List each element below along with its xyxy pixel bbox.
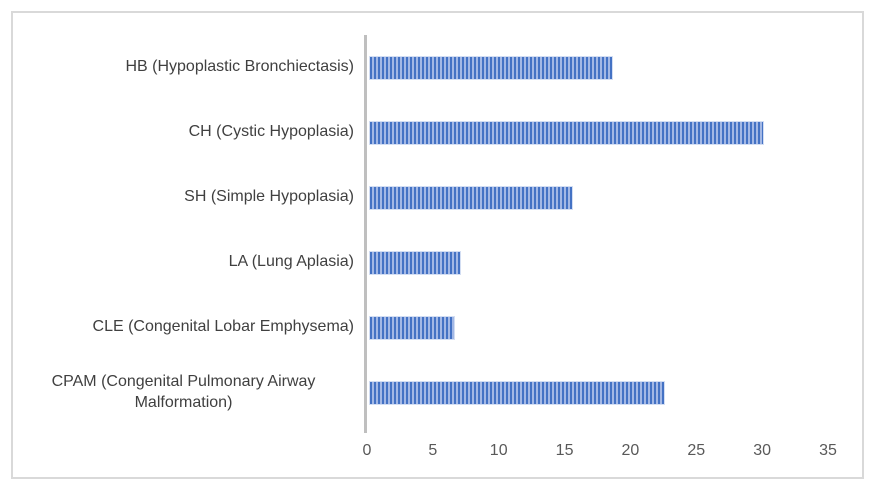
bar <box>369 185 574 210</box>
bar-row: LA (Lung Aplasia) <box>13 230 862 295</box>
bar-area <box>369 120 830 145</box>
chart-frame: HB (Hypoplastic Bronchiectasis) CH (Cysti… <box>11 11 864 479</box>
category-label-text: SH (Simple Hypoplasia) <box>184 188 354 206</box>
category-label-text: CPAM (Congenital Pulmonary Airway Malfor… <box>51 372 316 411</box>
category-label: CLE (Congenital Lobar Emphysema) <box>13 317 354 338</box>
bar-row: SH (Simple Hypoplasia) <box>13 165 862 230</box>
category-label: SH (Simple Hypoplasia) <box>13 187 354 208</box>
x-tick-label: 0 <box>362 442 372 459</box>
category-label-text: CH (Cystic Hypoplasia) <box>188 123 354 141</box>
category-label-text: CLE (Congenital Lobar Emphysema) <box>92 318 354 336</box>
bar-row: HB (Hypoplastic Bronchiectasis) <box>13 35 862 100</box>
y-axis-line <box>364 35 367 433</box>
category-label: CH (Cystic Hypoplasia) <box>13 122 354 143</box>
bar-area <box>369 250 830 275</box>
x-tick-label: 20 <box>621 442 640 459</box>
bar <box>369 250 462 275</box>
x-tick-label: 10 <box>489 442 508 459</box>
category-label-text: HB (Hypoplastic Bronchiectasis) <box>125 58 354 76</box>
bar <box>369 120 765 145</box>
x-tick-label: 15 <box>555 442 574 459</box>
category-label-text: LA (Lung Aplasia) <box>228 253 354 271</box>
x-axis: 0 5 10 15 20 25 30 35 <box>363 442 837 464</box>
bar <box>369 55 613 80</box>
bar-area <box>369 185 830 210</box>
bar <box>369 380 666 405</box>
x-tick-label: 30 <box>753 442 772 459</box>
bar <box>369 315 455 340</box>
x-tick-label: 5 <box>428 442 438 459</box>
x-tick-label: 35 <box>819 442 837 459</box>
category-label: CPAM (Congenital Pulmonary Airway Malfor… <box>13 372 354 414</box>
bar-area <box>369 55 830 80</box>
bar-row: CLE (Congenital Lobar Emphysema) <box>13 295 862 360</box>
bar-rows: HB (Hypoplastic Bronchiectasis) CH (Cysti… <box>13 35 862 425</box>
bar-row: CH (Cystic Hypoplasia) <box>13 100 862 165</box>
category-label: LA (Lung Aplasia) <box>13 252 354 273</box>
bar-row: CPAM (Congenital Pulmonary Airway Malfor… <box>13 360 862 425</box>
bar-area <box>369 380 830 405</box>
bar-area <box>369 315 830 340</box>
category-label: HB (Hypoplastic Bronchiectasis) <box>13 57 354 78</box>
x-tick-label: 25 <box>687 442 706 459</box>
